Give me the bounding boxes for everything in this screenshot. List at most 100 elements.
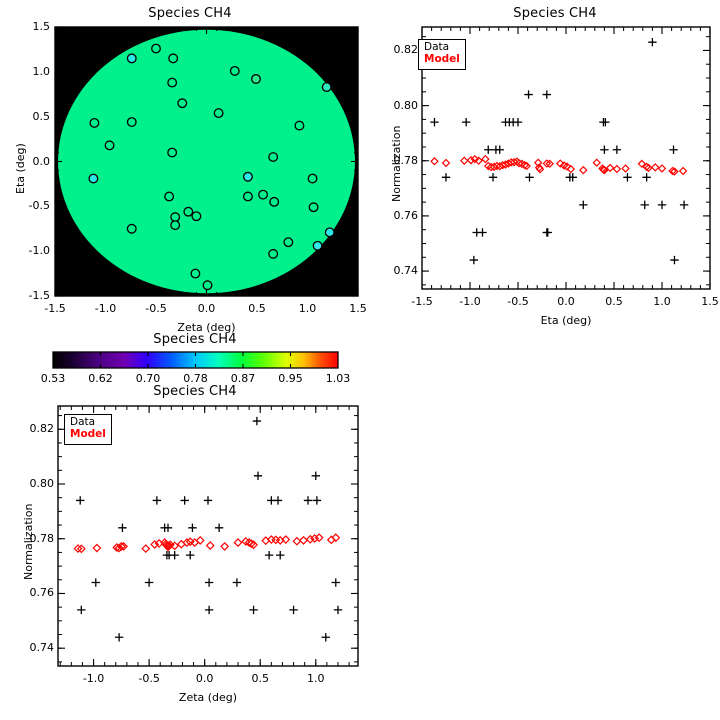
eta-panel: Species CH4 Data Model -1.5 -1.0 -0.5 0.0 0.… [380,0,720,340]
data-plus-marker [76,496,85,505]
data-plus-marker [91,578,100,587]
model-diamond-marker [150,540,160,549]
eta-x-tick-label: -0.5 [507,295,529,308]
data-plus-marker [114,633,124,642]
model-diamond-marker [579,165,588,175]
map-point-marker [324,227,335,238]
model-diamond-marker [246,539,256,549]
map-x-tick-label: 0.5 [248,302,266,315]
zeta-panel: Species CH4 Data Model -1.0 -0.5 0.0 0.5 1.0… [0,382,380,720]
data-plus-marker [679,200,689,210]
map-x-tick-label: -0.5 [145,302,167,315]
data-plus-marker [273,496,283,505]
map-x-tick-label: 0.0 [197,302,216,315]
map-axes [54,26,359,297]
map-panel-canvas [54,26,359,297]
zeta-y-tick-label: 0.74 [29,641,55,655]
zeta-x-tick-label: 0.0 [195,672,214,685]
map-point-marker [164,191,175,202]
eta-markers [430,37,689,265]
data-plus-marker [524,90,533,99]
data-plus-marker [204,578,214,587]
data-plus-marker [289,605,298,615]
model-diamond-marker [637,159,647,169]
colorbar-tick-label: 0.95 [278,372,303,385]
model-diamond-marker [520,160,529,170]
map-y-tick-label: 1.5 [32,20,51,33]
model-diamond-marker [612,164,622,174]
map-point-marker [126,117,137,127]
data-plus-marker [333,605,343,615]
data-plus-marker [232,578,242,587]
map-point-marker [294,120,305,131]
data-plus-marker [648,37,657,47]
eta-y-tick-label: 0.78 [393,153,419,167]
model-diamond-marker [545,159,554,169]
data-plus-marker [77,605,86,615]
model-diamond-marker [119,541,129,551]
data-plus-marker [579,200,588,210]
zeta-x-tick-label: -1.0 [82,672,105,685]
model-diamond-marker [470,154,480,164]
map-y-tick-label: 0.0 [32,154,51,168]
eta-x-tick-label: 1.5 [701,295,719,308]
map-markers [88,43,335,291]
map-point-marker [229,65,240,76]
model-diamond-marker [116,541,126,551]
model-diamond-marker [474,156,483,166]
colorbar-tick-label: 0.53 [40,372,66,385]
model-diamond-marker [651,163,660,172]
model-diamond-marker [562,162,572,171]
model-diamond-marker [678,166,688,176]
eta-x-tick-label: -1.5 [411,295,433,308]
map-point-marker [177,98,188,109]
zeta-panel-legend: Data Model [64,414,112,445]
model-diamond-marker [170,541,180,551]
eta-x-axis-label: Eta (deg) [540,314,592,327]
colorbar-tick-label: 0.70 [135,372,161,385]
map-point-marker [126,223,137,234]
map-point-marker [202,280,213,291]
map-point-marker [167,77,178,88]
eta-x-tick-label: 1.0 [653,295,671,308]
map-point-marker [88,173,99,184]
eta-y-tick-label: 0.82 [393,43,419,57]
map-y-tick-label: -0.5 [28,199,50,213]
model-diamond-marker [205,541,215,551]
eta-panel-canvas [421,26,711,290]
model-diamond-marker [195,535,205,545]
map-panel-title: Species CH4 [148,6,232,21]
model-diamond-marker [305,534,315,544]
map-point-marker [104,140,115,151]
eta-x-tick-label: 0.0 [557,295,575,308]
zeta-y-tick-label: 0.76 [29,586,55,600]
model-diamond-marker [459,156,469,166]
zeta-panel-title: Species CH4 [153,384,237,399]
model-diamond-marker [314,533,324,543]
model-diamond-marker [76,544,86,554]
data-plus-marker [669,145,678,154]
data-plus-marker [670,255,679,265]
eta-x-tick-label: 0.5 [605,295,623,308]
map-point-marker [167,147,178,158]
map-point-marker [258,189,269,200]
data-plus-marker [461,117,471,127]
data-plus-marker [543,228,552,237]
model-diamond-marker [605,163,615,173]
data-plus-marker [640,200,649,210]
model-diamond-marker [466,155,476,165]
data-plus-marker [488,173,498,182]
data-plus-marker [495,145,504,154]
eta-panel-legend: Data Model [418,39,466,70]
map-point-marker [168,53,179,64]
model-diamond-marker [555,159,565,168]
map-x-tick-label: -1.5 [44,302,66,315]
zeta-y-tick-label: 0.78 [29,531,55,545]
model-diamond-marker [299,535,309,545]
data-plus-marker [214,523,224,532]
data-plus-marker [203,496,213,505]
model-diamond-marker [501,160,510,169]
model-diamond-marker [522,161,531,171]
data-plus-marker [152,496,162,505]
